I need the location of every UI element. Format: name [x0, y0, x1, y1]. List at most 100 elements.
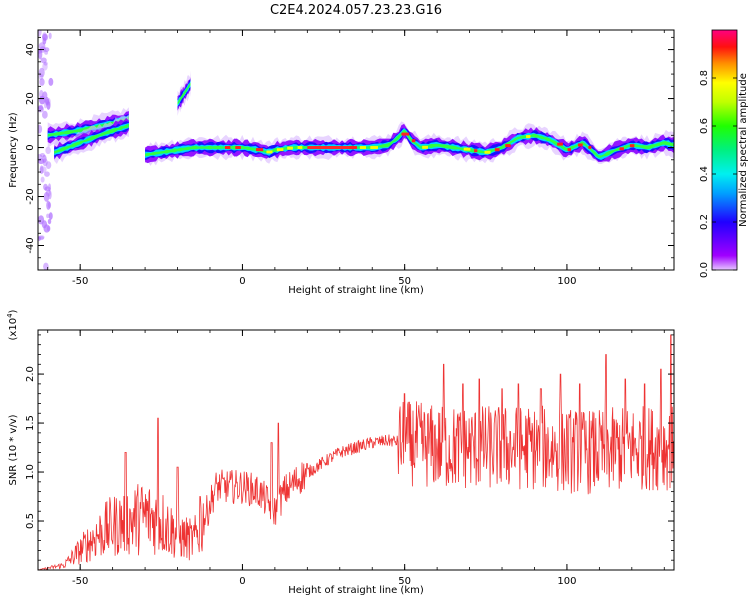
x-tick-label: 0 — [239, 276, 245, 287]
amplitude-peak — [307, 146, 350, 150]
amplitude-peak — [526, 135, 531, 139]
spectral-speckle — [38, 236, 41, 241]
amplitude-peak — [411, 139, 416, 143]
spectrogram-frame — [37, 29, 675, 271]
spectral-speckle — [38, 49, 43, 54]
x-tick-label: 100 — [557, 276, 576, 287]
chart-title: C2E4.2024.057.23.23.G16 — [270, 3, 442, 18]
amplitude-peak — [494, 148, 500, 152]
colorbar-label: Normalized spectral amplitude — [738, 73, 749, 227]
amplitude-peak — [224, 146, 231, 150]
amplitude-peak — [484, 150, 491, 154]
spectral-speckle — [38, 67, 45, 78]
spectral-speckle — [45, 189, 51, 197]
snr-panel: -50 0 50 100 0.5 1.0 1.5 2.0 Height of straight… — [6, 309, 675, 596]
colorbar-tick-label: 0.6 — [699, 118, 710, 134]
colorbar-gradient — [711, 29, 738, 271]
snr-ticks: -50 0 50 100 0.5 1.0 1.5 2.0 — [25, 330, 674, 587]
spectral-speckle — [46, 225, 51, 232]
spectral-speckle — [48, 77, 54, 86]
spectrogram-ticks: -50 0 50 100 -40 -20 0 20 40 — [25, 30, 674, 287]
spectral-speckle — [41, 110, 48, 119]
spectral-speckle — [48, 190, 52, 200]
spectrogram-marks — [38, 30, 674, 270]
spectral-speckle — [46, 213, 50, 219]
snr-frame — [37, 329, 675, 571]
colorbar-tick-label: 0.8 — [699, 70, 710, 86]
colorbar: 0.0 0.2 0.4 0.6 0.8 Normalized spectral ampl… — [699, 29, 749, 278]
secondary-trace-band — [177, 82, 191, 105]
y-tick-label: 0.5 — [25, 513, 36, 529]
spectral-speckle — [42, 154, 47, 163]
spectral-speckle — [38, 124, 43, 134]
snr-series-line — [38, 334, 674, 570]
spectral-speckle — [48, 212, 53, 220]
snr-xlabel: Height of straight line (km) — [288, 585, 424, 596]
x-tick-label: 50 — [398, 276, 411, 287]
spectral-speckle — [42, 62, 48, 71]
spectral-speckle — [45, 161, 52, 169]
spectral-speckle — [43, 262, 49, 270]
amplitude-peak — [287, 146, 293, 150]
y-tick-label: 1.0 — [25, 464, 36, 480]
amplitude-peak — [505, 144, 511, 148]
y-tick-label: 0 — [25, 144, 36, 150]
x-tick-label: -50 — [72, 276, 88, 287]
spectral-speckle — [40, 57, 47, 64]
amplitude-peak — [235, 146, 241, 150]
amplitude-peak — [619, 147, 624, 151]
spectrogram-ylabel: Frequency (Hz) — [8, 112, 19, 188]
amplitude-peak — [370, 146, 378, 150]
x-tick-label: 0 — [239, 576, 245, 587]
colorbar-tick-label: 0.2 — [699, 214, 710, 230]
snr-marks — [38, 334, 674, 570]
amplitude-peak — [463, 147, 471, 151]
y-tick-label: 40 — [25, 43, 36, 56]
y-tick-label: 2.0 — [25, 366, 36, 382]
colorbar-tick-label: 0.4 — [699, 166, 710, 182]
spectral-speckle — [38, 42, 46, 50]
snr-multiplier: (x104) — [6, 309, 19, 340]
spectral-speckle — [47, 218, 52, 225]
y-tick-label: 20 — [25, 92, 36, 105]
amplitude-peak — [266, 150, 273, 154]
snr-ylabel: SNR (10 * v/v) — [8, 414, 19, 485]
amplitude-peak — [401, 132, 410, 136]
spectrogram-panel: -50 0 50 100 -40 -20 0 20 40 Height of straight … — [8, 29, 675, 296]
secondary-trace-band — [54, 123, 129, 154]
colorbar-tick-label: 0.0 — [699, 262, 710, 278]
amplitude-peak — [577, 143, 583, 147]
spectral-speckle — [44, 171, 50, 177]
amplitude-peak — [422, 145, 428, 149]
spectral-speckle — [42, 33, 48, 41]
spectral-speckle — [43, 47, 50, 53]
amplitude-peak — [557, 142, 563, 146]
spectral-speckle — [47, 183, 52, 192]
amplitude-peak — [588, 145, 592, 149]
amplitude-peak — [256, 148, 264, 152]
amplitude-peak — [297, 146, 303, 150]
spectral-speckle — [45, 96, 49, 106]
colorbar-ticks: 0.0 0.2 0.4 0.6 0.8 — [699, 70, 737, 278]
spectral-speckle — [41, 220, 48, 229]
spectral-speckle — [44, 50, 48, 55]
spectral-speckle — [39, 78, 45, 86]
spectral-speckle — [38, 235, 45, 240]
secondary-trace-band — [47, 116, 129, 137]
spectral-speckle — [43, 61, 48, 66]
spectral-speckle — [39, 165, 44, 175]
spectral-speckle — [39, 153, 45, 158]
amplitude-peak — [349, 146, 357, 150]
spectral-speckle — [38, 30, 42, 37]
spectral-speckle — [43, 191, 50, 202]
spectrogram-xlabel: Height of straight line (km) — [288, 285, 424, 296]
amplitude-peak — [629, 144, 635, 148]
y-tick-label: 1.5 — [25, 415, 36, 431]
y-tick-label: -20 — [25, 188, 36, 204]
spectral-speckle — [45, 146, 51, 155]
y-tick-label: -40 — [25, 237, 36, 253]
amplitude-peak — [359, 146, 366, 150]
spectral-speckle — [46, 200, 51, 210]
x-tick-label: 50 — [398, 576, 411, 587]
